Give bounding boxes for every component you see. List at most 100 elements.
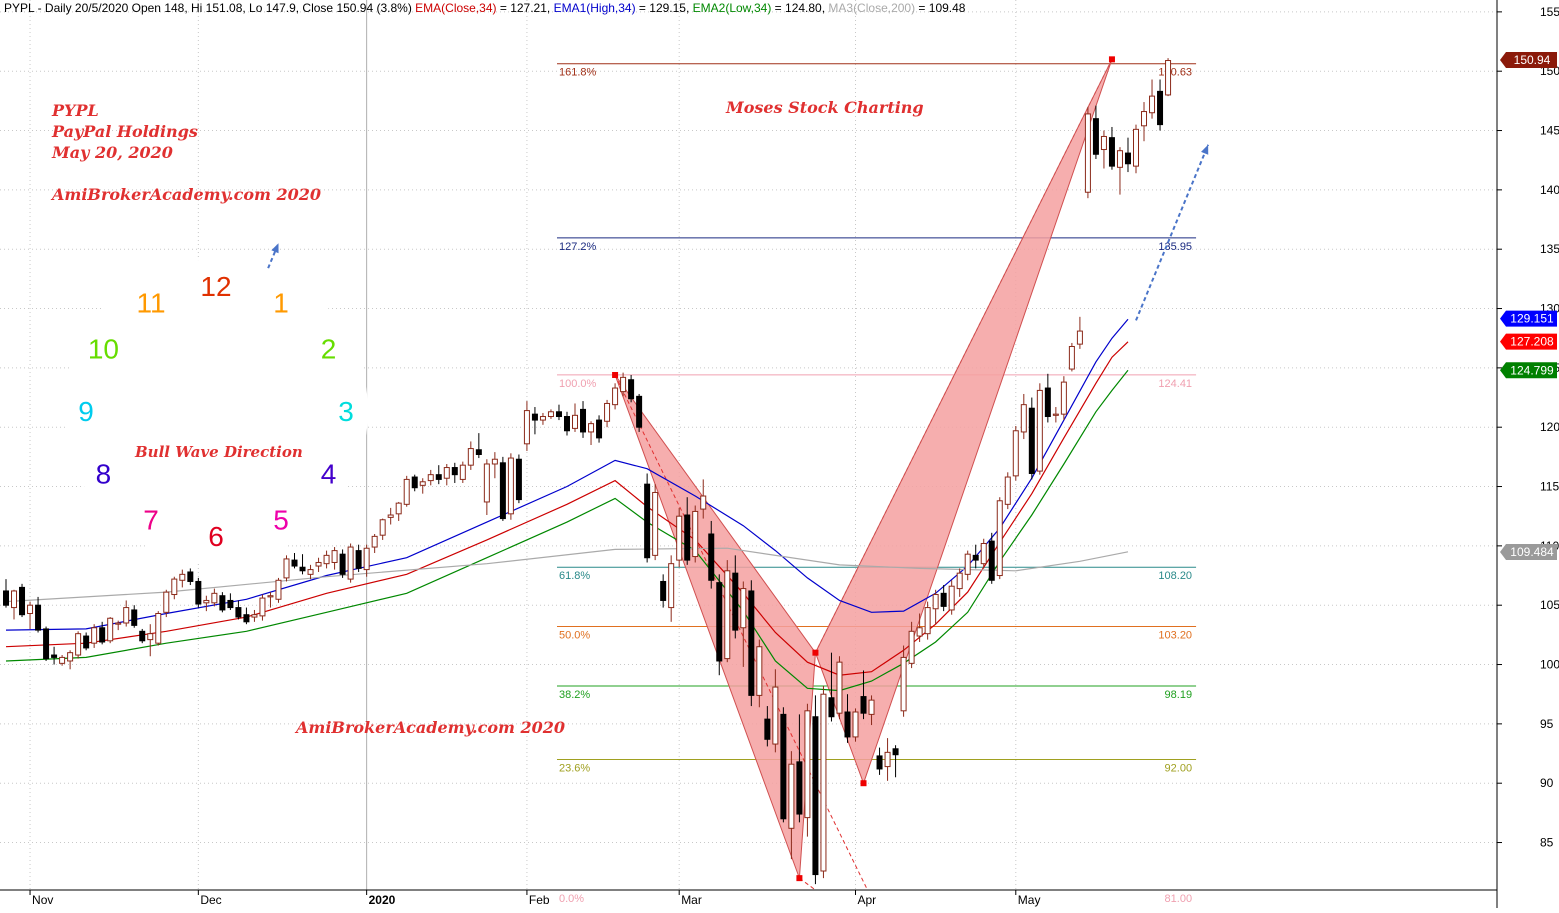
- candle-body: [612, 387, 619, 406]
- candle-body: [291, 559, 298, 567]
- candle-body: [636, 395, 643, 428]
- candle-body: [804, 710, 811, 819]
- fib-pct-label: 23.6%: [559, 762, 590, 774]
- candle-body: [1124, 152, 1131, 165]
- candle-body: [419, 481, 426, 486]
- fib-pct-label: 161.8%: [559, 67, 597, 79]
- fib-value-label: 92.00: [1165, 762, 1193, 774]
- candle-body: [379, 519, 386, 536]
- candle-body: [75, 633, 82, 656]
- clock-number: 7: [143, 504, 159, 535]
- candle-body: [940, 592, 947, 607]
- candle-body: [51, 654, 58, 658]
- candle-body: [692, 510, 699, 558]
- candle-body: [836, 661, 843, 714]
- candle-body: [35, 604, 42, 631]
- annotation-moses: Moses Stock Charting: [725, 98, 924, 117]
- candle-body: [1084, 113, 1091, 193]
- pattern-bd-line: [814, 59, 1113, 653]
- clock-number: 8: [96, 459, 112, 490]
- candle-body: [499, 462, 506, 520]
- y-tick-label: 115: [1540, 480, 1559, 494]
- candle-body: [948, 585, 955, 611]
- candle-body: [1141, 111, 1148, 127]
- fib-value-label: 98.19: [1165, 689, 1193, 701]
- candle-body: [243, 614, 250, 623]
- candle-body: [299, 566, 306, 572]
- candle-body: [307, 569, 314, 575]
- clock-number: 2: [321, 334, 337, 365]
- candle-body: [1076, 330, 1083, 345]
- candle-body: [596, 419, 603, 439]
- candle-body: [115, 622, 122, 625]
- candle-body: [43, 628, 50, 660]
- candle-body: [1116, 150, 1123, 168]
- header-segment-6: = 124.80,: [771, 1, 828, 15]
- header-segment-2: = 127.21,: [497, 1, 554, 15]
- candle-body: [283, 558, 290, 579]
- candle-body: [700, 495, 707, 510]
- candle-body: [475, 449, 482, 455]
- candle-body: [395, 502, 402, 515]
- candle-body: [900, 656, 907, 712]
- candle-body: [724, 570, 731, 660]
- candle-body: [908, 630, 915, 664]
- y-tick-label: 140: [1540, 183, 1559, 197]
- fib-pct-label: 127.2%: [559, 241, 597, 253]
- candle-body: [668, 563, 675, 609]
- candle-body: [1004, 476, 1011, 505]
- candle-body: [1068, 346, 1075, 370]
- candle-body: [1044, 387, 1051, 418]
- pattern-point-marker: [1108, 56, 1115, 63]
- y-tick-label: 145: [1540, 124, 1559, 138]
- y-tick-label: 105: [1540, 598, 1559, 612]
- candle-body: [491, 458, 498, 465]
- candle-body: [515, 458, 522, 501]
- candle-body: [620, 376, 627, 393]
- candle-body: [371, 535, 378, 548]
- candle-body: [555, 411, 562, 418]
- candle-body: [11, 590, 18, 609]
- candle-body: [235, 607, 242, 618]
- fib-value-label: 108.20: [1158, 570, 1192, 582]
- candle-body: [107, 617, 114, 642]
- x-tick-label: May: [1018, 893, 1041, 907]
- price-badge-label: 150.94: [1514, 53, 1551, 67]
- x-tick-label: Mar: [681, 893, 702, 907]
- candle-body: [972, 554, 979, 561]
- y-tick-label: 95: [1540, 717, 1554, 731]
- candle-body: [788, 763, 795, 829]
- candle-body: [315, 561, 322, 567]
- candle-body: [1012, 430, 1019, 477]
- pattern-point-marker: [612, 371, 619, 378]
- candle-body: [3, 590, 9, 606]
- candle-body: [1028, 407, 1035, 474]
- candle-body: [275, 579, 282, 600]
- price-badge: [1500, 310, 1557, 327]
- clock-number: 1: [273, 288, 289, 319]
- candle-body: [956, 572, 963, 590]
- candle-body: [916, 627, 923, 637]
- candle-body: [451, 467, 458, 476]
- candle-body: [171, 578, 178, 596]
- candle-body: [1020, 404, 1027, 433]
- bull-arrow-line: [1135, 144, 1210, 321]
- candle-body: [339, 553, 346, 575]
- candle-body: [988, 540, 995, 581]
- candle-body: [852, 711, 859, 738]
- fib-value-label: 135.95: [1158, 241, 1192, 253]
- annotation-bull-wave: Bull Wave Direction: [134, 443, 303, 461]
- candle-body: [59, 656, 66, 664]
- candle-body: [211, 592, 218, 604]
- fib-value-label: 124.41: [1158, 378, 1192, 390]
- candle-body: [932, 594, 939, 610]
- candle-body: [27, 604, 34, 615]
- candle-body: [764, 718, 771, 740]
- candle-body: [427, 474, 434, 482]
- fib-value-label: 150.63: [1158, 67, 1192, 79]
- candle-body: [203, 599, 210, 604]
- candle-body: [483, 463, 490, 503]
- candle-body: [1108, 137, 1115, 167]
- candle-body: [644, 483, 651, 559]
- y-tick-label: 100: [1540, 658, 1559, 672]
